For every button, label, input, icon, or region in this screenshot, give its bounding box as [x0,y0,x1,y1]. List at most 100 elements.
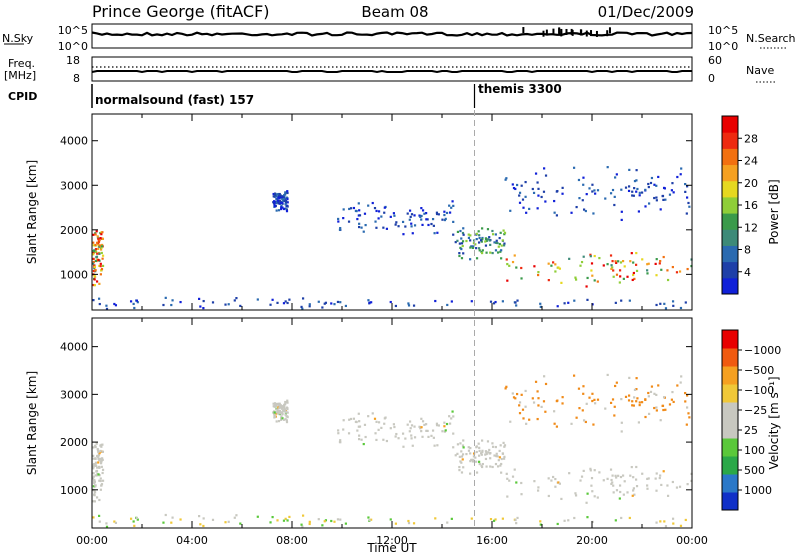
velocity-cell [402,445,405,448]
power-cell [478,247,481,250]
power-cell [286,301,289,305]
power-cell [411,232,414,235]
power-cell [420,206,423,210]
power-cell [284,207,287,210]
y-tick-label: 1000 [60,484,88,497]
velocity-cell [97,461,100,464]
y-tick-label: 1000 [60,268,88,281]
power-cell [367,299,370,302]
velocity-cell [582,392,585,395]
power-cell [664,198,667,201]
nave-top-tick: 60 [708,54,722,67]
power-cell [281,201,284,204]
velocity-cell [321,524,324,527]
power-cell [484,237,488,240]
power-cell [409,215,412,218]
velocity-cell [425,429,428,432]
velocity-cell [675,486,679,489]
power-cell [436,231,439,234]
velocity-cell [536,390,539,393]
velocity-cell [610,482,613,486]
power-cell [397,225,400,228]
nave-bottom-tick: 0 [708,72,715,85]
velocity-cell [356,429,359,432]
power-cell [582,183,585,186]
velocity-cell [544,382,548,386]
power-cell [531,187,534,191]
velocity-cell [324,519,328,522]
colorbar-cell [722,229,738,246]
power-cell [481,227,484,230]
colorbar-cell [722,402,738,421]
x-tick-label: 20:00 [576,534,608,547]
power-cell [543,167,546,170]
power-cell [658,262,661,265]
power-cell [655,184,658,187]
power-cell [688,205,691,208]
velocity-cell [488,448,491,452]
velocity-cell [505,472,508,475]
noise-strip: N.Sky 10^5 10^0 10^5 10^0 N.Search [2,23,796,53]
power-cell [528,207,531,211]
power-cell [426,218,429,221]
velocity-cell [394,522,398,525]
velocity-cell [420,426,423,429]
power-cell [568,257,571,260]
velocity-cell [360,438,363,441]
velocity-cell [135,516,138,520]
velocity-cell [635,400,638,403]
power-cell [92,244,95,247]
velocity-cell [635,377,638,380]
velocity-cell [500,462,503,466]
velocity-cell [94,445,97,449]
velocity-cell [556,522,559,526]
power-cell [685,212,688,215]
power-cell [492,302,496,305]
power-cell [686,267,689,271]
power-colorbar: 4 8 12 16 20 24 28 Power [dB] [721,115,781,295]
velocity-cell [503,445,506,448]
velocity-cell [92,472,95,475]
velocity-cell [518,401,522,404]
power-cell [635,190,638,193]
velocity-cell [570,422,573,425]
velocity-cell [425,423,428,426]
velocity-cell [680,375,683,378]
velocity-cell [410,437,413,440]
power-cell [454,241,457,244]
velocity-cell [475,471,479,474]
velocity-cell [620,430,623,433]
velocity-cell [498,456,501,459]
power-cell [497,245,500,248]
velocity-cell [358,425,362,428]
velocity-cell [499,464,502,467]
velocity-cell [561,402,564,405]
velocity-cell [93,500,97,503]
power-cell [92,233,95,236]
colorbar-cell [722,180,738,198]
power-cell [489,300,493,303]
power-cell [342,217,345,220]
search-noise-spike [580,29,583,36]
velocity-cell [684,400,687,403]
power-cell [413,224,417,227]
power-cell [211,301,215,304]
velocity-cell [590,484,593,487]
velocity-cell [679,381,682,384]
velocity-cell [96,466,99,469]
colorbar-cell [722,384,738,403]
velocity-cell [504,387,507,390]
velocity-cell [528,418,531,421]
velocity-cell [100,483,104,486]
velocity-cell [687,412,690,415]
velocity-cell [374,432,377,435]
power-cell [550,264,553,267]
velocity-cell [518,404,521,407]
nsky-bottom-tick: 10^0 [58,40,88,53]
velocity-cell [629,474,632,477]
y-tick-label: 3000 [60,179,88,192]
power-cell [284,203,287,206]
search-noise-spike [595,30,598,37]
velocity-cell [357,412,360,415]
power-cell [374,220,377,223]
